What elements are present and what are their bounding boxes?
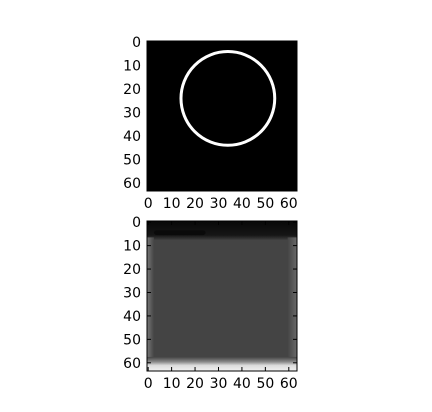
bottom-ytick-label: 10	[123, 239, 141, 255]
bottom-light-left-edge	[147, 237, 155, 360]
top-ytick-label: 30	[123, 105, 141, 121]
top-ytick-label: 50	[123, 152, 141, 168]
bottom-xtick-label: 30	[210, 376, 228, 392]
bottom-ytick-label: 20	[123, 262, 141, 278]
top-image-background	[147, 41, 297, 191]
top-axes-frame	[146, 40, 298, 192]
top-ytick-label: 10	[123, 59, 141, 75]
top-circle-ring-0	[179, 50, 277, 147]
top-xtick-label: 60	[280, 196, 298, 212]
top-xtick-label: 40	[233, 196, 251, 212]
bottom-axes-frame	[146, 220, 298, 372]
top-xtick-label: 0	[144, 196, 153, 212]
top-ytick-label: 0	[132, 35, 141, 51]
bottom-xtick-label: 50	[256, 376, 274, 392]
top-xtick-label: 20	[186, 196, 204, 212]
bottom-ytick-label: 50	[123, 332, 141, 348]
top-ytick-label: 20	[123, 82, 141, 98]
bottom-ytick-label: 0	[132, 215, 141, 231]
bottom-xtick-label: 0	[144, 376, 153, 392]
bottom-ytick-label: 30	[123, 285, 141, 301]
bottom-dark-notch	[154, 230, 206, 236]
top-ytick-label: 60	[123, 176, 141, 192]
bottom-light-right-edge	[287, 237, 297, 360]
bottom-xtick-label: 20	[186, 376, 204, 392]
bottom-xtick-label: 60	[280, 376, 298, 392]
top-xtick-label: 50	[256, 196, 274, 212]
bottom-ytick-label: 40	[123, 309, 141, 325]
bottom-ytick-label: 60	[123, 356, 141, 372]
bottom-bright-bottom-band	[147, 356, 297, 371]
top-xtick-label: 10	[163, 196, 181, 212]
top-xtick-label: 30	[210, 196, 228, 212]
bottom-xtick-label: 40	[233, 376, 251, 392]
bottom-xtick-label: 10	[163, 376, 181, 392]
bottom-image-background	[147, 221, 297, 371]
top-ytick-label: 40	[123, 129, 141, 145]
